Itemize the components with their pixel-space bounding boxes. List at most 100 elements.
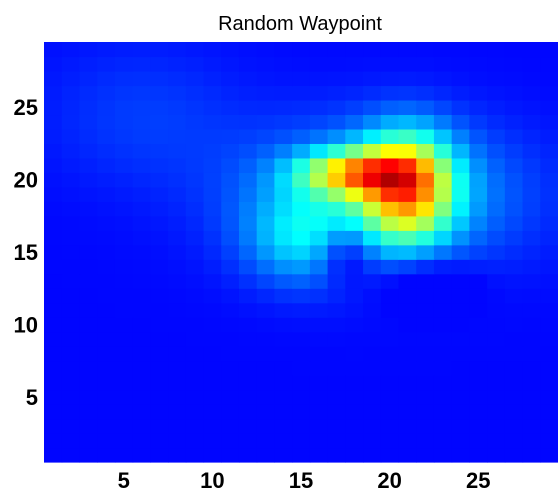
heatmap-cell (256, 346, 276, 362)
heatmap-cell (150, 360, 169, 376)
heatmap-cell (451, 404, 470, 420)
heatmap-cell (44, 375, 63, 391)
heatmap-cell (79, 186, 98, 202)
heatmap-cell (309, 389, 329, 405)
heatmap-cell (433, 70, 453, 87)
heatmap-cell (398, 346, 417, 362)
heatmap-cell (132, 447, 151, 463)
heatmap-cell (522, 172, 541, 188)
heatmap-cell (522, 201, 541, 217)
heatmap-cell (451, 273, 470, 289)
heatmap-cell (398, 85, 417, 101)
heatmap-cell (79, 389, 98, 405)
heatmap-cell (433, 404, 453, 420)
heatmap-cell (97, 418, 116, 434)
heatmap-cell (469, 244, 488, 260)
heatmap-cell (114, 288, 134, 304)
heatmap-cell (168, 433, 187, 449)
heatmap-cell (540, 230, 558, 246)
heatmap-cell (380, 447, 400, 463)
heatmap-cell (487, 404, 506, 420)
heatmap-cell (416, 56, 435, 72)
heatmap-cell (150, 331, 169, 347)
heatmap-cell (256, 70, 276, 87)
heatmap-cell (132, 317, 151, 333)
heatmap-cell (79, 375, 98, 391)
heatmap-cell (150, 302, 169, 318)
heatmap-cell (345, 56, 364, 72)
heatmap-cell (327, 375, 346, 391)
heatmap-cell (416, 302, 435, 318)
heatmap-cell (79, 172, 98, 188)
heatmap-cell (256, 215, 276, 231)
heatmap-cell (292, 244, 311, 260)
heatmap-cell (416, 331, 435, 347)
heatmap-cell (433, 288, 453, 304)
heatmap-cell (451, 157, 470, 173)
heatmap-cell (61, 143, 81, 159)
heatmap-cell (274, 186, 293, 202)
heatmap-cell (327, 244, 346, 260)
heatmap-cell (44, 143, 63, 159)
heatmap-cell (504, 143, 524, 159)
heatmap-cell (540, 244, 558, 260)
heatmap-cell (398, 157, 417, 173)
heatmap-cell (44, 172, 63, 188)
heatmap-cell (97, 70, 116, 87)
heatmap-cell (309, 114, 329, 130)
heatmap-cell (469, 201, 488, 217)
heatmap-cell (238, 346, 258, 362)
heatmap-cell (451, 230, 470, 246)
heatmap-cell (433, 433, 453, 449)
y-tick-label: 15 (14, 240, 38, 265)
heatmap-cell (487, 201, 506, 217)
heatmap-cell (345, 70, 364, 87)
heatmap-cell (345, 317, 364, 333)
heatmap-cell (203, 244, 222, 260)
x-tick-label: 20 (377, 468, 401, 493)
heatmap-cell (398, 128, 417, 144)
heatmap-cell (61, 186, 81, 202)
heatmap-cell (540, 418, 558, 434)
heatmap-cell (451, 317, 470, 333)
heatmap-cell (540, 331, 558, 347)
heatmap-cell (185, 404, 205, 420)
heatmap-cell (292, 418, 311, 434)
heatmap-cell (504, 186, 524, 202)
heatmap-cell (451, 128, 470, 144)
heatmap-cell (487, 186, 506, 202)
heatmap-cell (433, 346, 453, 362)
heatmap-cell (203, 360, 222, 376)
heatmap-cell (345, 230, 364, 246)
heatmap-cell (469, 70, 488, 87)
heatmap-cell (292, 157, 311, 173)
heatmap-cell (256, 114, 276, 130)
heatmap-cell (168, 128, 187, 144)
heatmap-cell (61, 288, 81, 304)
heatmap-cell (327, 215, 346, 231)
heatmap-cell (238, 85, 258, 101)
heatmap-cell (469, 186, 488, 202)
heatmap-cell (451, 70, 470, 87)
heatmap-cell (540, 157, 558, 173)
heatmap-cell (238, 143, 258, 159)
heatmap-cell (97, 56, 116, 72)
heatmap-cell (61, 302, 81, 318)
heatmap-cell (221, 114, 240, 130)
heatmap-cell (487, 389, 506, 405)
heatmap-cell (380, 215, 400, 231)
heatmap-cell (469, 259, 488, 275)
heatmap-cell (185, 70, 205, 87)
heatmap-cell (168, 447, 187, 463)
heatmap-cell (44, 302, 63, 318)
heatmap-cell (487, 331, 506, 347)
heatmap-cell (185, 201, 205, 217)
heatmap-cell (433, 389, 453, 405)
heatmap-cell (433, 230, 453, 246)
heatmap-cell (203, 288, 222, 304)
heatmap-cell (345, 172, 364, 188)
heatmap-cell (203, 143, 222, 159)
heatmap-cell (504, 302, 524, 318)
heatmap-cell (416, 114, 435, 130)
heatmap-cell (79, 230, 98, 246)
